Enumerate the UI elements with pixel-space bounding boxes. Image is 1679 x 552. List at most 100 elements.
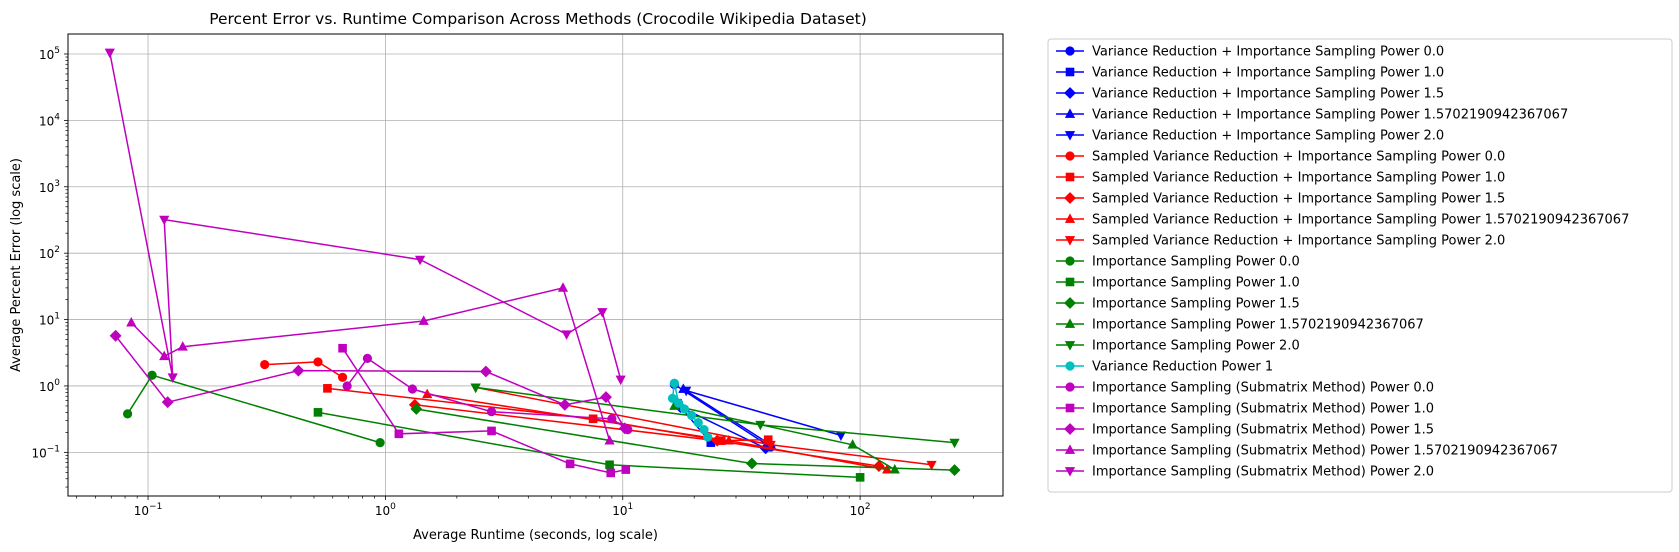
data-point	[159, 350, 170, 361]
data-point	[126, 316, 137, 327]
legend-entry: Importance Sampling Power 2.0	[1056, 339, 1300, 354]
series-21	[104, 48, 626, 386]
legend-label: Sampled Variance Reduction + Importance …	[1092, 171, 1505, 186]
data-point	[699, 425, 709, 435]
legend-entry: Variance Reduction Power 1	[1056, 360, 1273, 375]
legend-label: Importance Sampling Power 1.5	[1092, 297, 1300, 312]
legend-marker	[1064, 423, 1076, 435]
legend-marker	[1064, 444, 1076, 454]
series-line	[130, 287, 611, 441]
series-15	[470, 383, 960, 449]
legend-marker	[1064, 131, 1076, 141]
legend-marker	[1065, 46, 1075, 56]
data-point	[765, 440, 776, 451]
legend-label: Importance Sampling (Submatrix Method) P…	[1092, 381, 1434, 396]
data-point	[407, 384, 418, 394]
data-point	[486, 407, 497, 417]
legend-entry: Importance Sampling (Submatrix Method) P…	[1056, 402, 1434, 417]
data-point	[669, 378, 679, 388]
data-point	[558, 398, 571, 411]
legend-marker	[1065, 151, 1075, 161]
data-point	[855, 473, 865, 482]
data-point	[414, 255, 426, 266]
legend-label: Variance Reduction Power 1	[1092, 360, 1273, 375]
data-point	[600, 391, 612, 403]
legend-label: Importance Sampling (Submatrix Method) P…	[1092, 444, 1558, 459]
legend-label: Importance Sampling (Submatrix Method) P…	[1092, 423, 1434, 438]
series-line	[427, 393, 888, 471]
data-point	[847, 439, 858, 449]
x-tick-label: 101	[612, 502, 633, 518]
data-point	[703, 432, 713, 442]
data-point	[597, 308, 608, 318]
x-tick-label: 102	[850, 502, 871, 518]
plot-series	[104, 48, 961, 482]
legend-label: Variance Reduction + Importance Sampling…	[1092, 45, 1444, 60]
axis-ticks: 10−1 100 101 102 10−1 100 101 102 103 104 105	[31, 46, 974, 518]
data-point	[674, 398, 684, 408]
data-point	[418, 315, 429, 325]
legend-entry: Variance Reduction + Importance Sampling…	[1056, 129, 1444, 144]
legend-marker	[1064, 236, 1076, 246]
data-point	[313, 357, 323, 367]
data-point	[487, 426, 496, 436]
legend-entry: Variance Reduction + Importance Sampling…	[1056, 45, 1444, 60]
data-point	[557, 282, 569, 292]
data-point	[667, 393, 678, 403]
legend-marker	[1064, 87, 1076, 99]
data-point	[618, 422, 631, 435]
data-point	[362, 353, 373, 363]
data-point	[292, 364, 305, 377]
series-13	[410, 403, 961, 477]
legend-entry: Importance Sampling Power 1.5	[1056, 297, 1300, 312]
data-point	[342, 381, 352, 391]
data-point	[745, 457, 758, 470]
series-19	[109, 329, 631, 435]
data-point	[686, 410, 697, 421]
legend-entry: Sampled Variance Reduction + Importance …	[1056, 150, 1505, 165]
data-point	[147, 370, 157, 380]
data-point	[479, 365, 492, 378]
legend-entry: Variance Reduction + Importance Sampling…	[1056, 66, 1444, 81]
legend-entry: Sampled Variance Reduction + Importance …	[1056, 234, 1505, 249]
grid	[68, 34, 1003, 496]
series-17	[342, 353, 633, 435]
y-tick-label: 105	[39, 46, 60, 62]
series-line	[109, 52, 622, 380]
series-20	[126, 282, 615, 445]
chart-title: Percent Error vs. Runtime Comparison Acr…	[209, 10, 867, 28]
legend-marker	[1065, 67, 1075, 77]
legend-label: Importance Sampling Power 2.0	[1092, 339, 1300, 354]
series-11	[122, 370, 385, 448]
data-point	[177, 341, 188, 351]
legend-marker	[1065, 172, 1075, 182]
legend-label: Sampled Variance Reduction + Importance …	[1092, 234, 1505, 249]
series-6	[260, 357, 348, 382]
legend-entry: Importance Sampling Power 0.0	[1056, 255, 1300, 270]
data-point	[949, 438, 960, 449]
legend-entry: Variance Reduction + Importance Sampling…	[1056, 108, 1568, 123]
data-point	[167, 373, 178, 383]
data-point	[565, 459, 575, 469]
data-point	[561, 330, 572, 340]
data-point	[375, 438, 385, 448]
legend-marker	[1064, 467, 1076, 477]
legend-entry: Importance Sampling (Submatrix Method) P…	[1056, 381, 1434, 396]
y-tick-label: 103	[39, 179, 60, 195]
legend-marker	[1065, 256, 1075, 266]
legend-marker	[1064, 213, 1076, 223]
legend-entry: Sampled Variance Reduction + Importance …	[1056, 192, 1505, 207]
legend-entry: Importance Sampling Power 1.570219094236…	[1056, 318, 1424, 333]
x-tick-label: 100	[375, 502, 396, 518]
data-point	[410, 403, 423, 415]
legend-entry: Sampled Variance Reduction + Importance …	[1056, 171, 1505, 186]
data-point	[337, 372, 348, 382]
data-point	[679, 404, 690, 414]
legend-label: Importance Sampling (Submatrix Method) P…	[1092, 465, 1434, 480]
data-point	[607, 414, 617, 424]
data-point	[104, 48, 115, 59]
legend-entry: Sampled Variance Reduction + Importance …	[1056, 213, 1629, 228]
data-point	[313, 408, 323, 417]
legend-marker	[1065, 403, 1075, 413]
